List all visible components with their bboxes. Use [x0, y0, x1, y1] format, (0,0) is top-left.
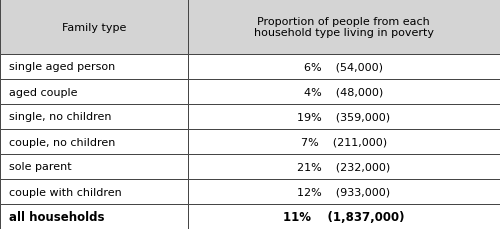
Text: 4%    (48,000): 4% (48,000) [304, 87, 384, 97]
Bar [0, 0, 188, 55]
Text: 12%    (933,000): 12% (933,000) [297, 187, 390, 197]
Text: Proportion of people from each
household type living in poverty: Proportion of people from each household… [254, 17, 434, 38]
Text: 7%    (211,000): 7% (211,000) [300, 137, 387, 147]
Bar [188, 129, 500, 154]
Bar [188, 105, 500, 129]
Bar [0, 179, 188, 204]
Bar [0, 129, 188, 154]
Text: 11%    (1,837,000): 11% (1,837,000) [283, 210, 405, 223]
Text: single aged person: single aged person [9, 62, 115, 72]
Text: 6%    (54,000): 6% (54,000) [304, 62, 384, 72]
Text: sole parent: sole parent [9, 162, 72, 172]
Text: Family type: Family type [62, 22, 126, 32]
Bar [0, 80, 188, 105]
Text: 21%    (232,000): 21% (232,000) [297, 162, 390, 172]
Text: aged couple: aged couple [9, 87, 78, 97]
Bar [188, 55, 500, 80]
Text: single, no children: single, no children [9, 112, 112, 122]
Text: all households: all households [9, 210, 104, 223]
Text: couple, no children: couple, no children [9, 137, 116, 147]
Bar [188, 204, 500, 229]
Bar [188, 154, 500, 179]
Bar [0, 204, 188, 229]
Bar [0, 55, 188, 80]
Bar [0, 105, 188, 129]
Text: couple with children: couple with children [9, 187, 122, 197]
Bar [188, 80, 500, 105]
Bar [188, 0, 500, 55]
Bar [188, 179, 500, 204]
Text: 19%    (359,000): 19% (359,000) [297, 112, 390, 122]
Bar [0, 154, 188, 179]
